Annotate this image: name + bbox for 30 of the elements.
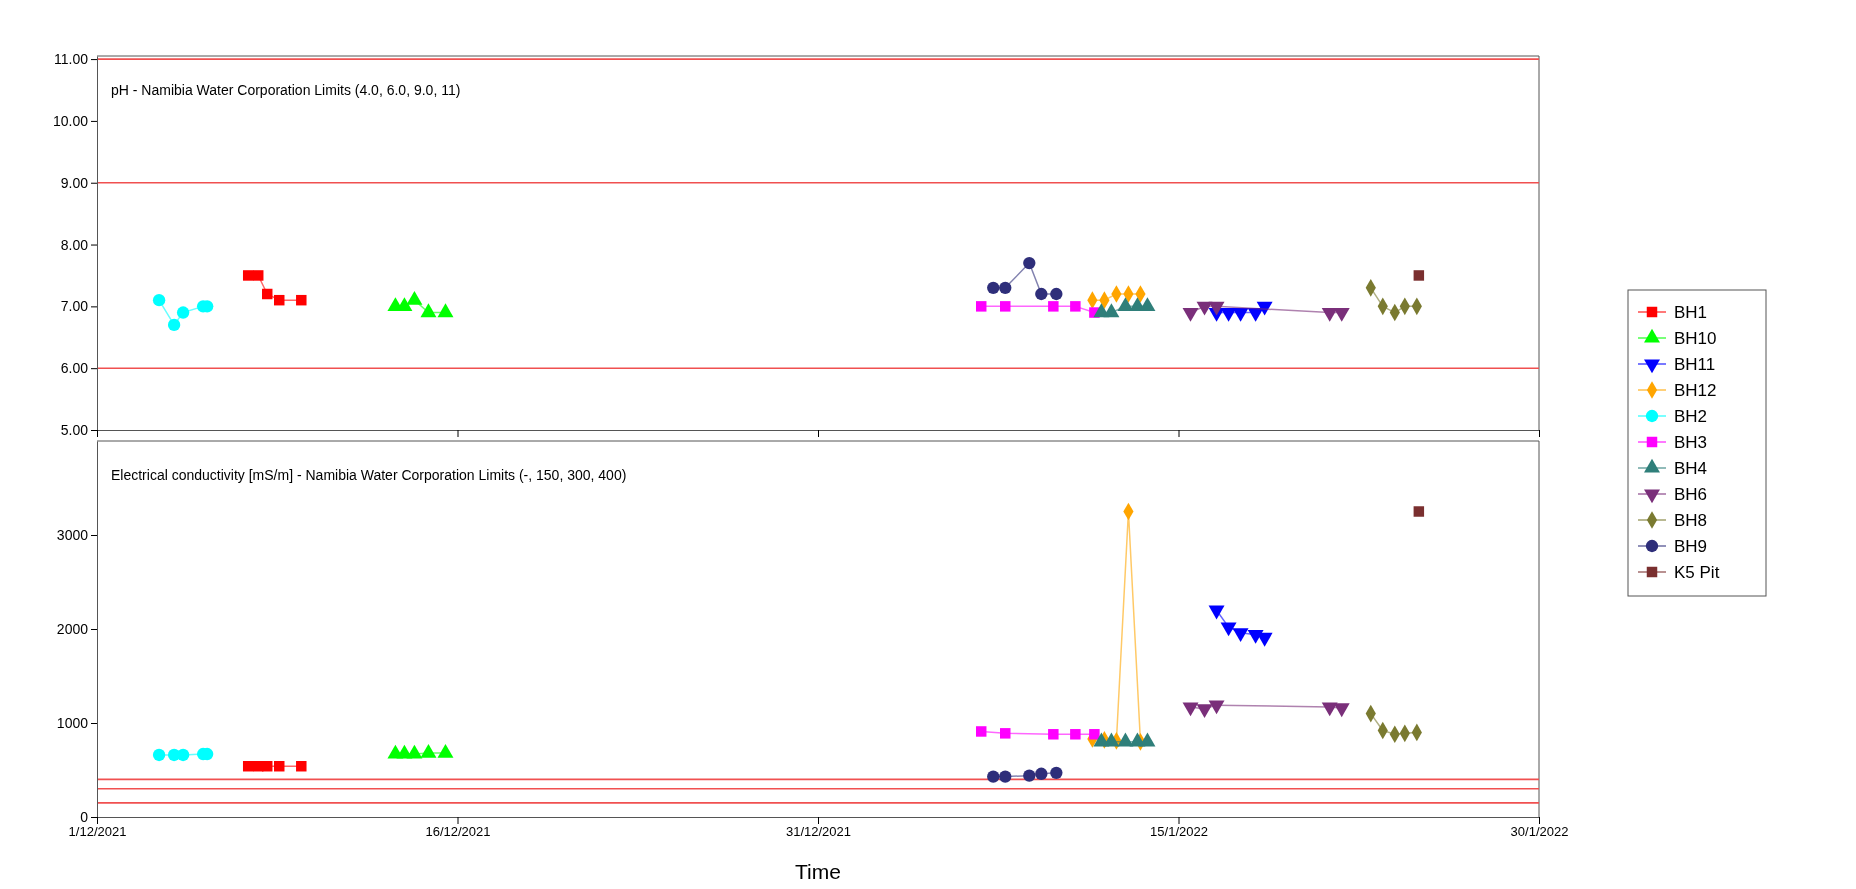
y-tick-label: 10.00 — [52, 112, 89, 129]
y-tick-label: 1000 — [56, 714, 89, 731]
x-tick-label: 15/1/2022 — [1150, 824, 1208, 840]
x-tick-label: 30/1/2022 — [1510, 824, 1569, 840]
y-tick-label: 11.00 — [54, 51, 89, 68]
y-tick-label: 9.00 — [60, 174, 89, 191]
x-axis-title: Time — [795, 860, 841, 883]
y-tick-label: 8.00 — [60, 236, 89, 253]
legend-label: K5 Pit — [1674, 563, 1720, 582]
x-tick-label: 16/12/2021 — [425, 824, 491, 840]
legend-label: BH1 — [1674, 303, 1708, 322]
legend-label: BH10 — [1674, 329, 1717, 348]
legend-label: BH6 — [1674, 485, 1708, 504]
y-tick-label: 2000 — [56, 620, 89, 637]
y-tick-label: 3000 — [56, 526, 89, 543]
legend-label: BH8 — [1674, 511, 1708, 530]
legend-label: BH11 — [1674, 355, 1716, 374]
y-tick-label: 6.00 — [60, 360, 89, 377]
y-tick-label: 7.00 — [60, 298, 89, 315]
y-tick-label: 5.00 — [60, 421, 89, 438]
x-tick-label: 31/12/2021 — [785, 824, 852, 840]
legend-label: BH4 — [1674, 459, 1708, 478]
legend-label: BH3 — [1674, 433, 1708, 452]
legend-label: BH2 — [1674, 407, 1708, 426]
y-tick-label: 0 — [80, 808, 89, 825]
text: pH - Namibia Water Corporation Limits (4.0, 6.0, 9.0, 11) — [111, 82, 461, 98]
legend-label: BH9 — [1674, 537, 1708, 556]
x-tick-label: 1/12/2021 — [68, 824, 127, 840]
legend-label: BH12 — [1674, 381, 1717, 400]
text: Electrical conductivity [mS/m] - Namibia Water Corporation Limits (-, 150, 300, 400) — [111, 467, 627, 483]
